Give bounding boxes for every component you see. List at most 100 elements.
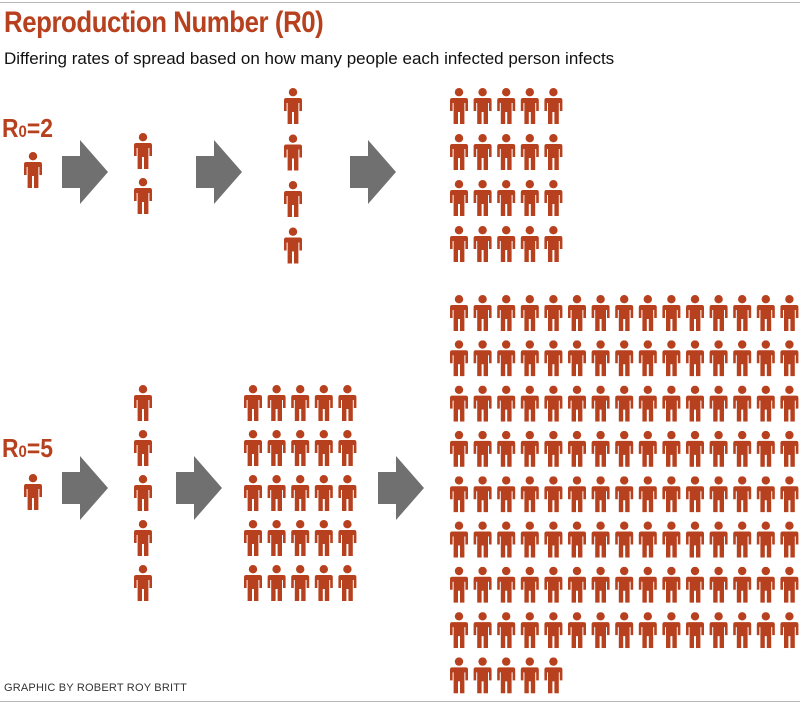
person-icon (338, 520, 357, 556)
person-icon (733, 612, 752, 649)
person-icon (450, 521, 468, 558)
person-icon (544, 385, 563, 422)
person-icon (638, 385, 657, 422)
person-icon (24, 152, 42, 188)
arrow-right-icon (196, 140, 242, 204)
person-icon (662, 385, 681, 422)
person-icon (314, 475, 333, 511)
person-icon (709, 385, 728, 422)
arrow-right-icon (350, 140, 396, 204)
person-icon (244, 520, 262, 556)
person-icon (568, 476, 586, 513)
person-icon (662, 430, 681, 467)
person-icon (615, 430, 634, 467)
person-icon (568, 566, 586, 603)
person-icon (591, 295, 610, 331)
person-icon (544, 657, 563, 694)
person-icon (520, 180, 539, 216)
arrow-right-icon (62, 456, 108, 520)
person-icon (473, 226, 492, 262)
person-icon (709, 295, 728, 331)
person-icon (267, 520, 286, 556)
person-icon (733, 385, 752, 422)
person-icon (450, 134, 468, 170)
person-icon (686, 476, 704, 513)
label-base: R (2, 433, 19, 463)
person-icon (709, 340, 728, 377)
person-icon (591, 340, 610, 377)
person-icon (780, 521, 799, 558)
person-icon (314, 565, 333, 601)
person-icon (756, 295, 775, 331)
person-icon (450, 612, 468, 649)
person-icon (756, 340, 775, 377)
person-icon (497, 657, 516, 694)
person-icon (662, 295, 681, 331)
person-icon (473, 295, 492, 331)
person-icon (568, 521, 586, 558)
person-icon (473, 612, 492, 649)
person-icon (24, 474, 42, 510)
person-icon (662, 476, 681, 513)
person-icon (686, 430, 704, 467)
people-layer (24, 88, 799, 694)
person-icon (568, 295, 586, 331)
person-icon (473, 476, 492, 513)
person-icon (615, 295, 634, 331)
person-icon (497, 612, 516, 649)
person-icon (291, 520, 310, 556)
person-icon (568, 340, 586, 377)
person-icon (544, 295, 563, 331)
row-label-r0-5: R0=5 (2, 433, 53, 464)
person-icon (520, 612, 539, 649)
person-icon (314, 430, 333, 466)
person-icon (733, 521, 752, 558)
person-icon (733, 430, 752, 467)
person-icon (615, 612, 634, 649)
person-icon (733, 566, 752, 603)
person-icon (615, 340, 634, 377)
person-icon (520, 566, 539, 603)
person-icon (473, 385, 492, 422)
person-icon (544, 521, 563, 558)
person-icon (709, 430, 728, 467)
person-icon (756, 430, 775, 467)
arrow-right-icon (62, 140, 108, 204)
person-icon (244, 430, 262, 466)
person-icon (686, 612, 704, 649)
person-icon (473, 180, 492, 216)
person-icon (497, 88, 516, 124)
person-icon (497, 134, 516, 170)
page-subtitle: Differing rates of spread based on how m… (4, 49, 615, 68)
person-icon (473, 521, 492, 558)
row-label-r0-2: R0=2 (2, 113, 53, 144)
person-icon (544, 226, 563, 262)
person-icon (756, 385, 775, 422)
person-icon (638, 521, 657, 558)
person-icon (520, 340, 539, 377)
person-icon (756, 612, 775, 649)
person-icon (662, 566, 681, 603)
person-icon (780, 430, 799, 467)
person-icon (544, 476, 563, 513)
person-icon (780, 476, 799, 513)
person-icon (638, 430, 657, 467)
person-icon (497, 226, 516, 262)
person-icon (134, 133, 152, 169)
person-icon (244, 565, 262, 601)
person-icon (520, 226, 539, 262)
person-icon (544, 180, 563, 216)
top-rule (0, 2, 800, 3)
person-icon (284, 88, 302, 124)
person-icon (244, 385, 262, 421)
person-icon (544, 612, 563, 649)
person-icon (568, 385, 586, 422)
person-icon (244, 475, 262, 511)
person-icon (591, 476, 610, 513)
person-icon (284, 227, 302, 264)
person-icon (686, 566, 704, 603)
arrow-right-icon (378, 456, 424, 520)
label-subscript: 0 (18, 122, 27, 141)
person-icon (520, 430, 539, 467)
person-icon (544, 340, 563, 377)
